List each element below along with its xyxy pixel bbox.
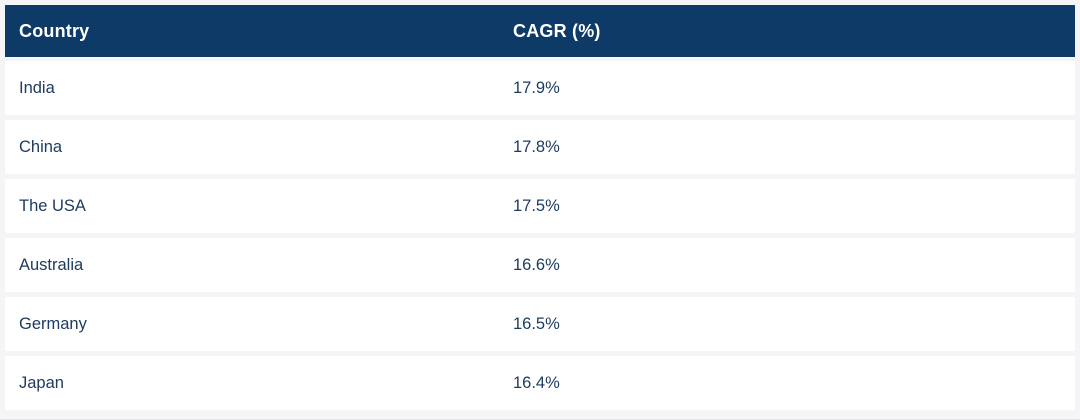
cagr-cell: 17.9%: [513, 78, 560, 97]
table-row: India 17.9%: [5, 61, 1075, 115]
cagr-cell: 16.4%: [513, 373, 560, 392]
table-body: India 17.9% China 17.8% The USA 17.5% Au…: [5, 61, 1075, 410]
cagr-cell: 16.6%: [513, 255, 560, 274]
table-header-row: Country CAGR (%): [5, 5, 1075, 57]
country-cell: Japan: [19, 373, 64, 392]
cagr-cell: 17.5%: [513, 196, 560, 215]
country-cell: Australia: [19, 255, 84, 274]
country-cell: Germany: [19, 314, 87, 333]
header-cell-cagr: CAGR (%): [513, 20, 601, 41]
country-cell: The USA: [19, 196, 86, 215]
table-row: Germany 16.5%: [5, 297, 1075, 351]
country-cell: India: [19, 78, 55, 97]
table-row: The USA 17.5%: [5, 179, 1075, 233]
cagr-cell: 16.5%: [513, 314, 560, 333]
table-row: Japan 16.4%: [5, 356, 1075, 410]
header-cell-country: Country: [19, 20, 90, 41]
table-row: China 17.8%: [5, 120, 1075, 174]
cagr-cell: 17.8%: [513, 137, 560, 156]
country-cell: China: [19, 137, 63, 156]
table-row: Australia 16.6%: [5, 238, 1075, 292]
